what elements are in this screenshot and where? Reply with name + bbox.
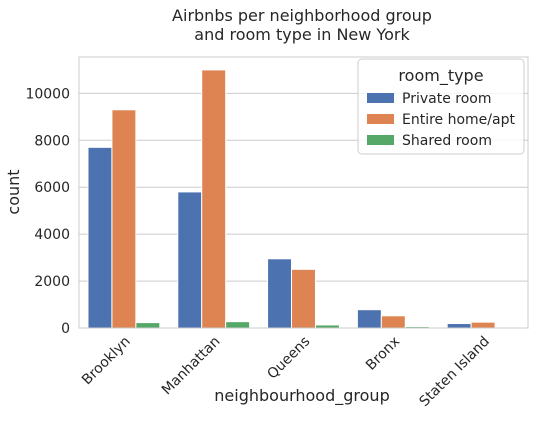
y-tick-labels: 0 2000 4000 6000 8000 10000 [25,86,70,337]
y-tick-label: 10000 [25,86,70,102]
x-tick-label: Queens [264,334,313,383]
bar [446,323,472,329]
legend-entry-label: Entire home/apt [402,112,515,128]
bar [380,315,406,329]
legend-swatch [367,114,394,124]
bar [267,258,293,329]
bar [135,322,161,329]
chart-title: Airbnbs per neighborhood group and room … [172,6,432,44]
bar [291,268,316,329]
y-tick-label: 2000 [34,274,70,290]
plot-frame [78,56,529,329]
x-axis-label: neighbourhood_group [214,386,389,406]
chart-title-line-2: and room type in New York [194,25,410,44]
x-tick-label: Brooklyn [79,334,134,389]
x-tick-label: Staten Island [417,334,493,410]
bar [470,321,496,329]
legend-swatch [367,135,394,145]
bar [225,321,251,329]
bar [201,69,227,329]
legend-title: room_type [398,66,483,86]
y-axis-label: count [4,169,23,214]
bars [87,69,520,329]
legend-entry-label: Private room [402,91,491,107]
bar [111,109,137,329]
legend-box [357,58,525,155]
y-tick-label: 0 [61,321,70,337]
x-tick-label: Bronx [363,334,403,374]
y-tick-label: 4000 [34,227,70,243]
y-tick-label: 8000 [34,133,70,149]
legend-swatch [367,93,394,103]
legend: room_type Private room Entire home/apt Sha… [357,58,525,155]
legend-entry-label: Shared room [402,133,492,149]
bar [87,146,113,329]
y-tick-label: 6000 [34,180,70,196]
chart-title-line-1: Airbnbs per neighborhood group [172,6,432,25]
bar [356,309,382,329]
bar [177,191,203,329]
